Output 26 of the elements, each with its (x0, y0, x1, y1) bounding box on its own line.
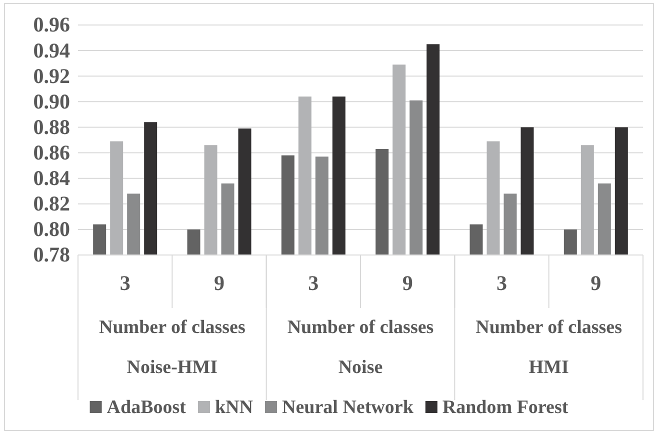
y-tick-label: 0.80 (33, 217, 70, 242)
y-tick-label: 0.90 (33, 89, 70, 114)
y-tick-label: 0.88 (33, 114, 70, 139)
y-tick-label: 0.82 (33, 192, 70, 216)
text: Number of classes (287, 317, 434, 338)
y-tick-label: 0.92 (33, 64, 70, 88)
x-tick-label: 9 (590, 270, 602, 295)
y-tick-label: 0.78 (33, 242, 70, 267)
legend-label: Neural Network (282, 397, 414, 418)
y-tick-label: 0.96 (33, 12, 70, 37)
x-tick-label: 3 (120, 270, 130, 295)
text: Number of classes (476, 317, 622, 338)
x-tick-label: 3 (308, 270, 319, 295)
x-tick-label: 9 (402, 270, 413, 295)
text: HMI (528, 357, 569, 378)
text: Noise-HMI (126, 357, 218, 378)
y-tick-label: 0.94 (33, 38, 70, 62)
x-tick-label: 3 (496, 270, 507, 295)
legend-label: AdaBoost (106, 397, 187, 418)
y-tick-label: 0.84 (33, 166, 70, 190)
text: Number of classes (98, 317, 246, 338)
text: Noise (338, 357, 383, 378)
y-tick-label: 0.86 (33, 140, 70, 164)
legend-label: Random Forest (442, 397, 569, 418)
x-tick-label: 9 (214, 270, 224, 295)
legend-label: kNN (214, 397, 254, 418)
